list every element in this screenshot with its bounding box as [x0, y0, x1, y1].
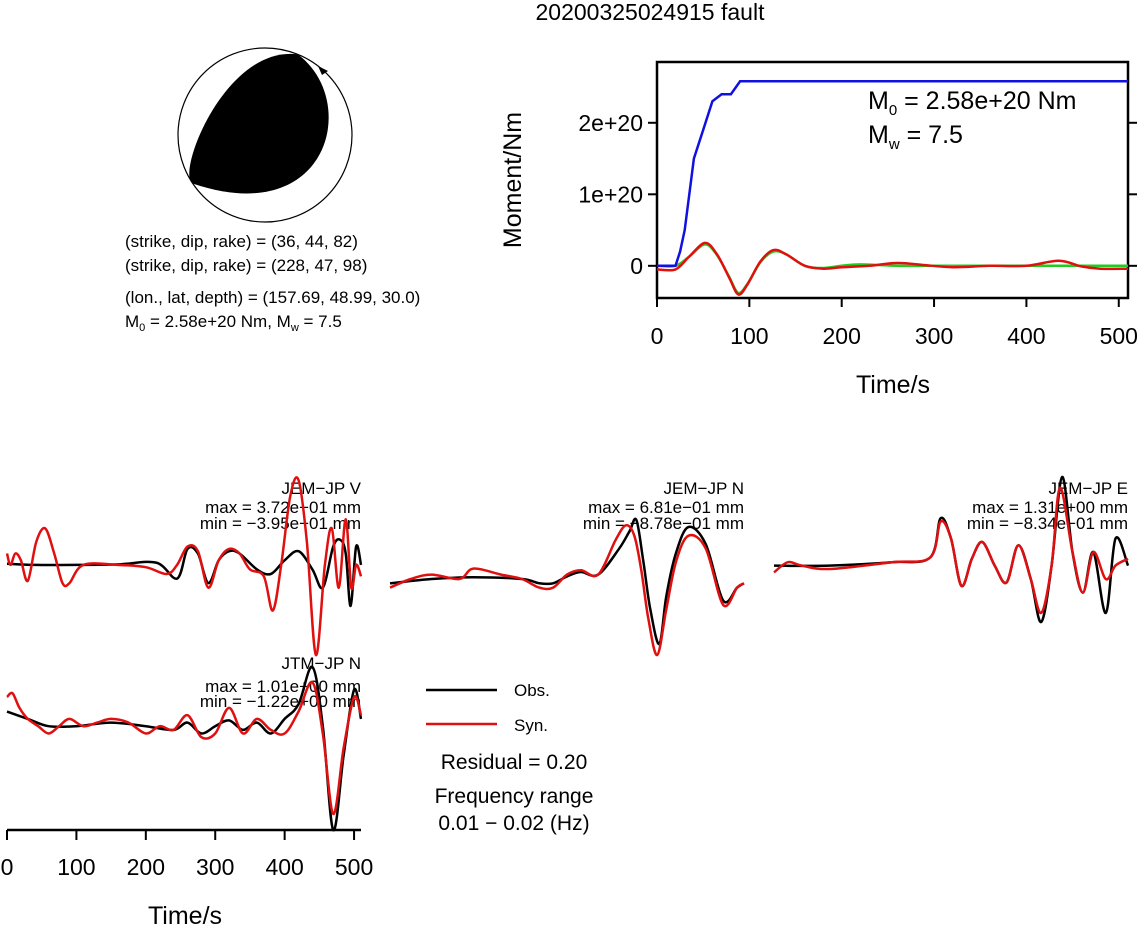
waveform-xtick-label: 0 — [1, 854, 14, 880]
moment-plot-lines — [656, 80, 1129, 296]
residual-label: Residual = 0.20 — [441, 751, 588, 774]
moment-ytick-label: 1e+20 — [578, 181, 643, 207]
panel-max-label: max = 1.31e+00 mm — [972, 498, 1128, 517]
panel-max-label: max = 3.72e−01 mm — [205, 498, 361, 517]
observed-trace — [389, 517, 745, 646]
mechanism-line-1-label: (strike, dip, rake) = — [125, 232, 271, 251]
waveform-xtick-label: 400 — [265, 854, 303, 880]
location-line: (lon., lat, depth) = (157.69, 48.99, 30.… — [125, 288, 420, 307]
location-label: (lon., lat, depth) = — [125, 288, 263, 307]
moment-rate-obs-line — [656, 243, 1128, 295]
moment-plot-xlabel: Time/s — [856, 371, 930, 399]
moment-annotation-m0: M0 = 2.58e+20 Nm — [868, 87, 1076, 119]
synthetic-trace — [5, 476, 363, 657]
moment-plot-frame — [655, 60, 1130, 300]
waveform-panel-jem-v: JEM−JP V max = 3.72e−01 mm min = −3.95e−… — [5, 476, 363, 657]
panel-traces — [6, 665, 363, 832]
legend-obs-label: Obs. — [514, 681, 550, 700]
synthetic-trace — [6, 680, 363, 816]
moment-xtick-label: 0 — [651, 323, 664, 349]
moment-w-subscript: w — [290, 322, 299, 334]
waveform-panel-jtm-n: JTM−JP N max = 1.01e+00 mm min = −1.22e+… — [6, 654, 363, 832]
figure-title: 20200325024915 fault — [536, 0, 766, 25]
moment-xtick-label: 300 — [915, 323, 953, 349]
moment-m-value: = 2.58e+20 Nm, M — [145, 312, 291, 331]
moment-plot-y-ticks: 0 1e+20 2e+20 — [578, 110, 1137, 279]
waveform-panel-jem-n: JEM−JP N max = 6.81e−01 mm min = −8.78e−… — [389, 479, 745, 657]
moment-xtick-label: 500 — [1100, 323, 1138, 349]
panel-traces — [773, 475, 1130, 624]
waveform-xlabel: Time/s — [148, 902, 222, 927]
synthetic-trace — [389, 523, 745, 657]
panel-station-label: JEM−JP E — [1048, 479, 1128, 498]
panel-min-label: min = −8.34e−01 mm — [967, 514, 1128, 533]
waveform-time-axis: 0 100 200 300 400 500 Time/s — [1, 828, 373, 927]
mechanism-line-1-value: (36, 44, 82) — [271, 232, 358, 251]
waveform-xtick-label: 500 — [335, 854, 373, 880]
waveform-xtick-label: 200 — [127, 854, 165, 880]
panel-min-label: min = −3.95e−01 mm — [200, 514, 361, 533]
moment-xtick-label: 200 — [823, 323, 861, 349]
observed-trace — [6, 537, 363, 608]
panel-traces — [5, 476, 363, 657]
annotation-mw-subscript: w — [888, 136, 900, 153]
moment-ytick-label: 0 — [630, 253, 643, 279]
beachball-compression-lobe — [189, 53, 329, 194]
annotation-mw-value: = 7.5 — [900, 121, 963, 149]
legend: Obs. Syn. Residual = 0.20 Frequency rang… — [426, 681, 593, 835]
moment-plot-x-ticks: 0 100 200 300 400 500 — [651, 298, 1138, 349]
annotation-m0-value: = 2.58e+20 Nm — [897, 87, 1076, 115]
moment-w-value: = 7.5 — [299, 312, 342, 331]
panel-min-label: min = −1.22e+00 mm — [200, 692, 361, 711]
mechanism-info: (strike, dip, rake) = (36, 44, 82) (stri… — [125, 232, 420, 334]
mechanism-line-1: (strike, dip, rake) = (36, 44, 82) — [125, 232, 358, 251]
mechanism-line-2: (strike, dip, rake) = (228, 47, 98) — [125, 256, 367, 275]
waveform-panel-jem-e: JEM−JP E max = 1.31e+00 mm min = −8.34e−… — [773, 475, 1130, 624]
panel-traces — [389, 517, 745, 657]
panel-max-label: max = 6.81e−01 mm — [588, 498, 744, 517]
annotation-mw-symbol: M — [868, 121, 889, 149]
waveform-xtick-label: 100 — [57, 854, 95, 880]
moment-m-subscript: 0 — [139, 322, 145, 334]
moment-xtick-label: 100 — [730, 323, 768, 349]
beachball-nodal-tip — [318, 66, 328, 75]
frequency-range-value: 0.01 − 0.02 (Hz) — [438, 812, 589, 835]
moment-ytick-label: 2e+20 — [578, 110, 643, 136]
moment-xtick-label: 400 — [1007, 323, 1045, 349]
mechanism-line-2-label: (strike, dip, rake) = — [125, 256, 271, 275]
mechanism-line-2-value: (228, 47, 98) — [271, 256, 367, 275]
annotation-m0-symbol: M — [868, 87, 889, 115]
annotation-m0-subscript: 0 — [889, 102, 897, 119]
moment-magnitude-line: M0 = 2.58e+20 Nm, Mw = 7.5 — [125, 312, 342, 334]
focal-mechanism-beachball — [177, 47, 353, 223]
moment-annotation-mw: Mw = 7.5 — [868, 121, 963, 153]
panel-min-label: min = −8.78e−01 mm — [583, 514, 744, 533]
waveform-xtick-label: 300 — [196, 854, 234, 880]
moment-plot-ylabel: Moment/Nm — [499, 112, 527, 248]
moment-m-symbol: M — [125, 312, 139, 331]
legend-syn-label: Syn. — [514, 716, 548, 735]
moment-function-plot: 0 1e+20 2e+20 0 100 200 300 400 500 Moment/Nm T… — [499, 60, 1138, 399]
waveform-x-ticks: 0 100 200 300 400 500 — [1, 830, 373, 880]
synthetic-trace — [773, 486, 1129, 615]
panel-station-label: JEM−JP N — [664, 479, 744, 498]
moment-curve-line — [657, 80, 1128, 268]
panel-station-label: JTM−JP N — [281, 654, 361, 673]
frequency-range-title: Frequency range — [435, 785, 594, 808]
panel-max-label: max = 1.01e+00 mm — [205, 677, 361, 696]
moment-rate-syn-line — [656, 241, 1129, 296]
location-value: (157.69, 48.99, 30.0) — [263, 288, 421, 307]
